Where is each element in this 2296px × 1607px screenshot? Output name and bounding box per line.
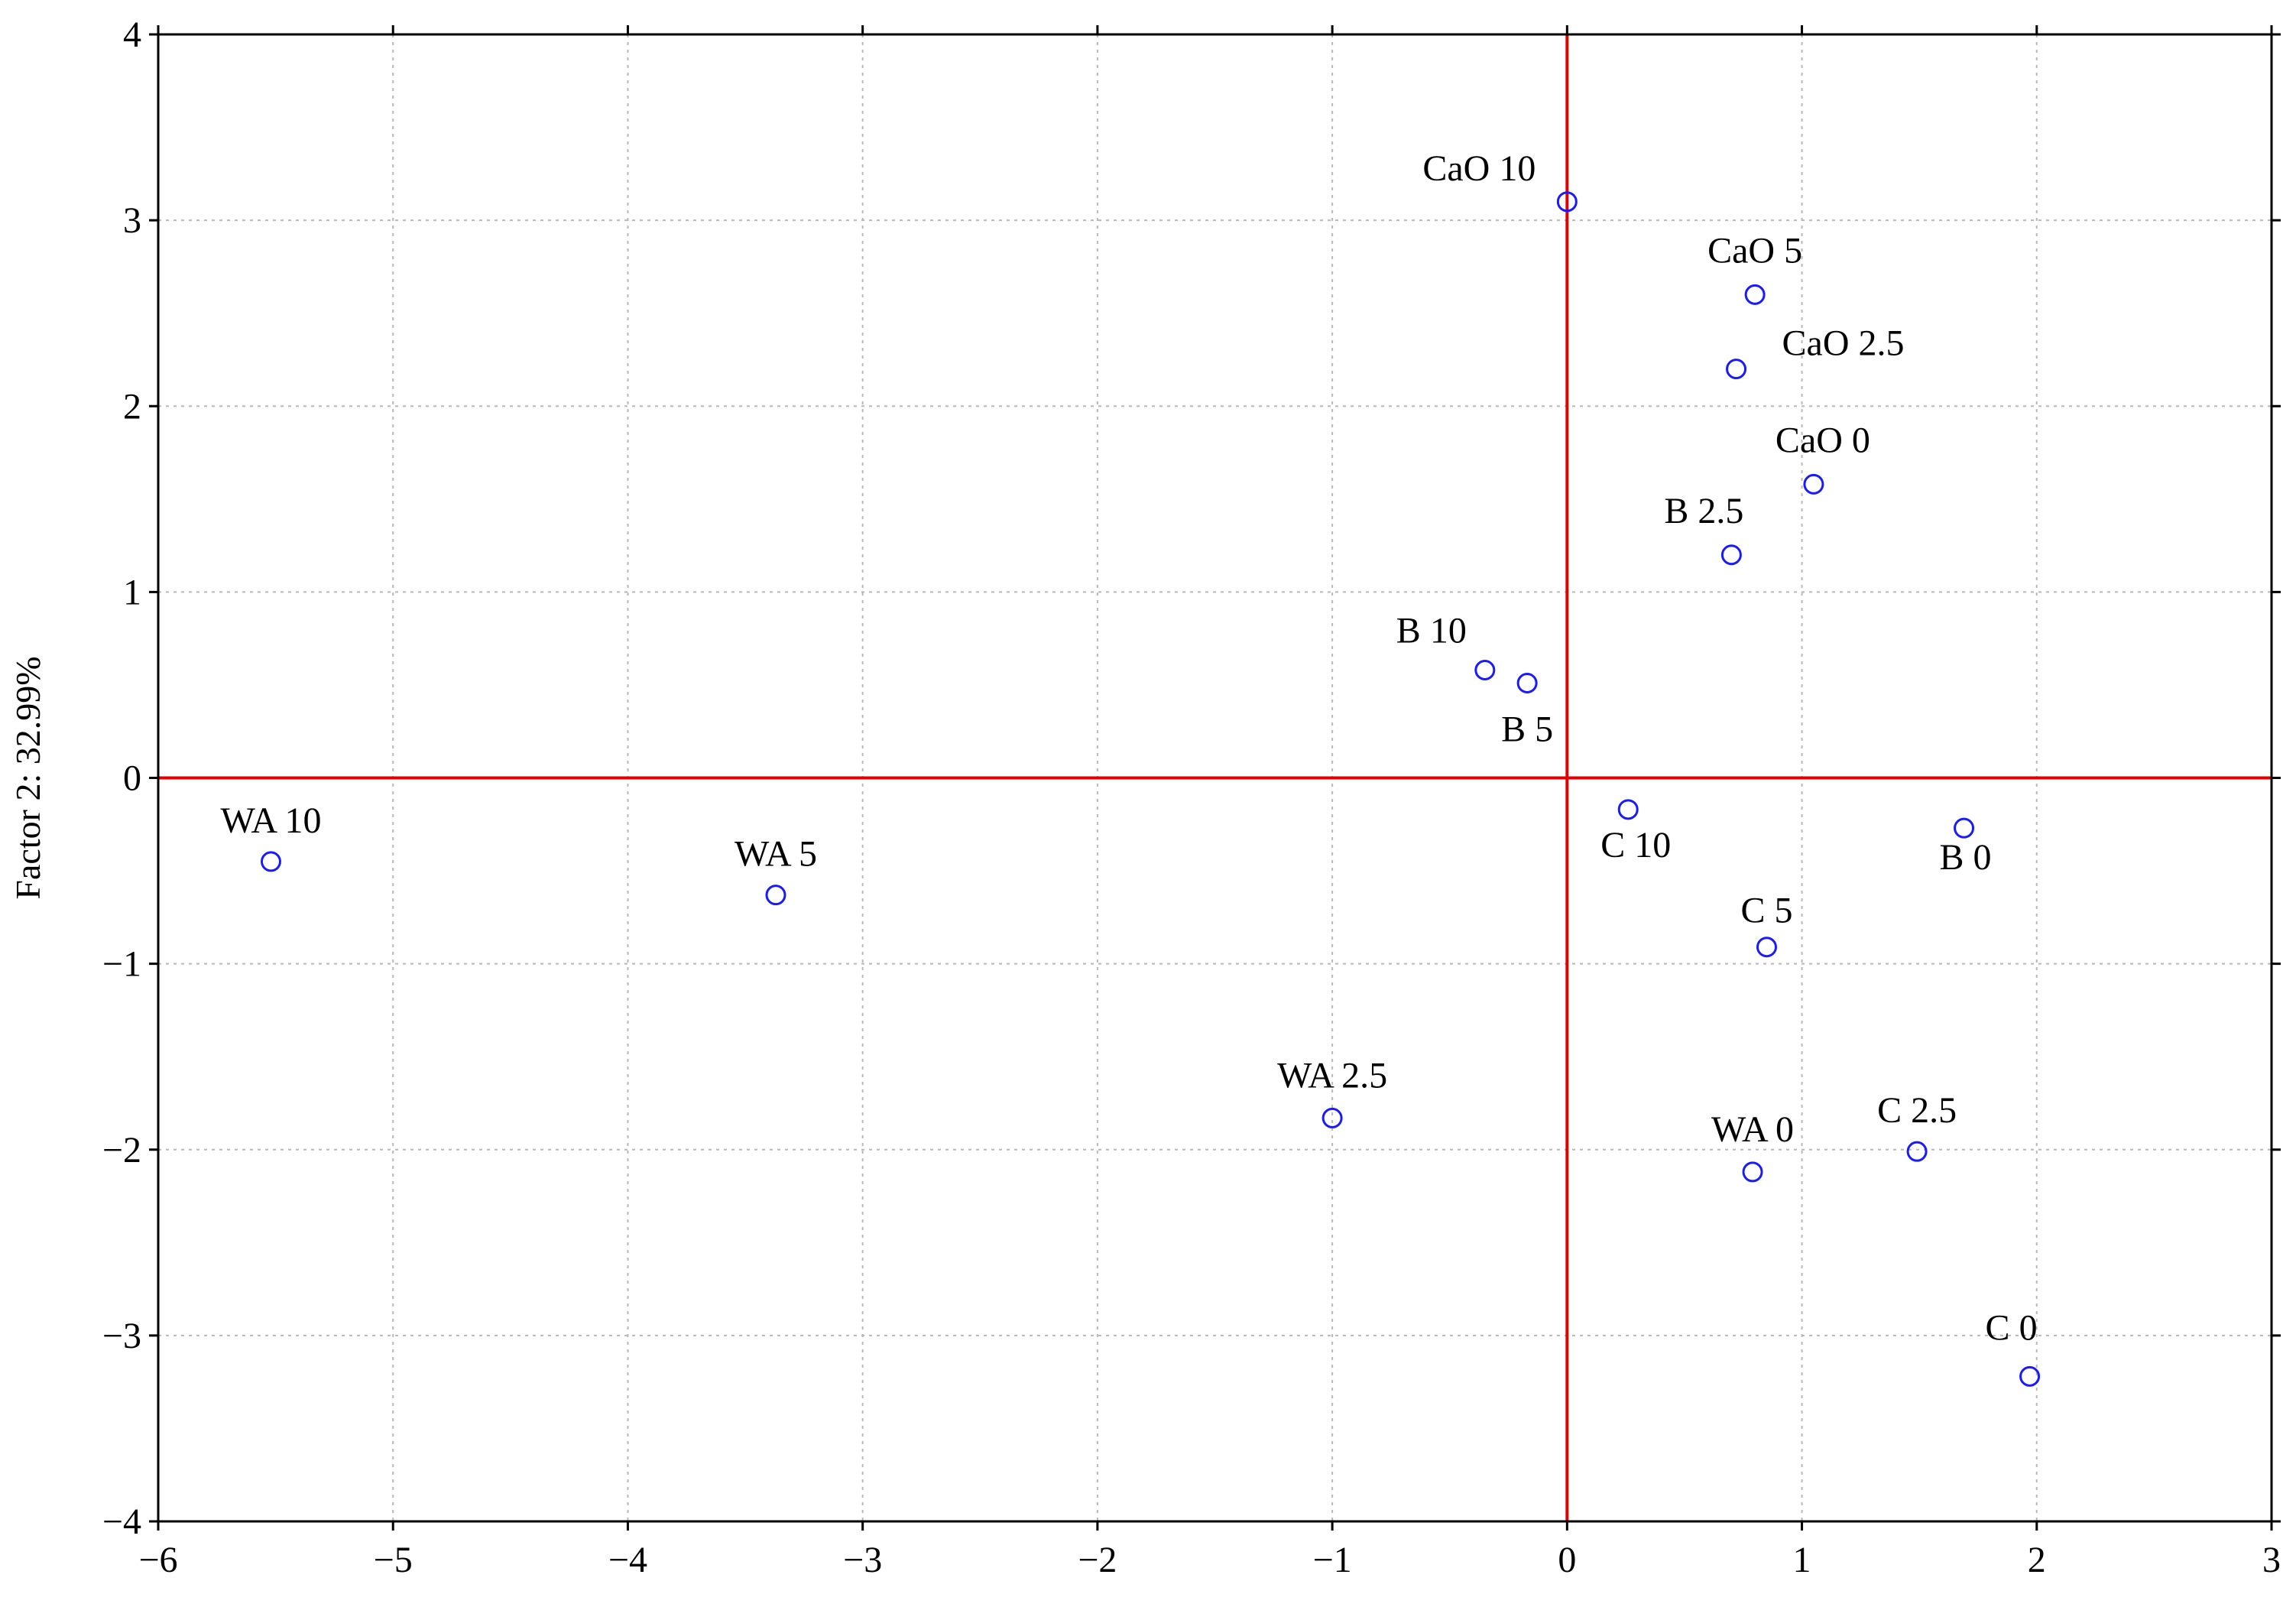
data-point	[1726, 359, 1747, 380]
x-tick-label: 2	[2028, 1540, 2046, 1580]
y-tick-label: −4	[102, 1501, 141, 1542]
point-label: B 5	[1501, 709, 1553, 750]
data-point	[1756, 937, 1777, 958]
x-tick-label: 0	[1558, 1540, 1576, 1580]
y-ticks: −4 −3 −2 −1 0 1 2 3 4	[102, 15, 2281, 1542]
point-label: CaO 5	[1707, 230, 1802, 271]
data-point	[765, 885, 786, 906]
y-tick-label: −2	[102, 1130, 141, 1170]
data-point	[260, 851, 281, 872]
point-label: CaO 0	[1776, 420, 1870, 460]
point-label: C 0	[1986, 1307, 2038, 1348]
point-label: CaO 2.5	[1782, 323, 1905, 364]
data-point	[1321, 1107, 1343, 1128]
point-label: B 2.5	[1664, 491, 1743, 531]
x-tick-label: −1	[1313, 1540, 1352, 1580]
x-tick-label: 3	[2262, 1540, 2281, 1580]
point-label: C 2.5	[1877, 1090, 1957, 1131]
x-tick-label: −5	[374, 1540, 413, 1580]
point-label: WA 0	[1711, 1109, 1794, 1150]
point-label: CaO 10	[1422, 148, 1536, 189]
y-axis-label: Factor 2: 32.99%	[8, 656, 47, 899]
y-tick-label: −3	[102, 1316, 141, 1356]
data-point	[1803, 473, 1824, 495]
data-point	[2019, 1365, 2041, 1387]
x-tick-label: −3	[843, 1540, 882, 1580]
data-point	[1954, 817, 1975, 839]
point-label: WA 10	[220, 800, 321, 841]
point-label: B 10	[1396, 610, 1467, 651]
data-point	[1906, 1141, 1928, 1162]
point-label: WA 2.5	[1277, 1055, 1387, 1096]
reference-lines	[158, 34, 2272, 1521]
data-points	[260, 191, 2041, 1387]
data-point	[1720, 544, 1742, 566]
x-tick-label: 1	[1793, 1540, 1811, 1580]
y-tick-label: 4	[123, 15, 141, 55]
data-point	[1556, 191, 1578, 213]
data-point	[1474, 659, 1496, 680]
point-labels: CaO 10 CaO 5 CaO 2.5 CaO 0 B 2.5 B 10 B 5 C 10 B…	[220, 148, 2037, 1349]
point-label: B 0	[1940, 837, 1992, 878]
point-label: C 10	[1600, 825, 1671, 865]
data-point	[1516, 673, 1538, 694]
data-point	[1744, 284, 1766, 305]
y-tick-label: 3	[123, 200, 141, 241]
point-label: WA 5	[735, 834, 817, 875]
x-tick-label: −2	[1078, 1540, 1117, 1580]
point-label: C 5	[1740, 891, 1792, 931]
x-tick-label: −6	[138, 1540, 177, 1580]
data-point	[1742, 1161, 1763, 1183]
x-tick-label: −4	[608, 1540, 647, 1580]
y-tick-label: 2	[123, 386, 141, 427]
y-tick-label: 1	[123, 572, 141, 612]
y-tick-label: −1	[102, 944, 141, 985]
x-ticks: −6 −5 −4 −3 −2 −1 0 1 2 3	[138, 25, 2281, 1580]
y-tick-label: 0	[123, 758, 141, 799]
data-point	[1617, 799, 1639, 820]
